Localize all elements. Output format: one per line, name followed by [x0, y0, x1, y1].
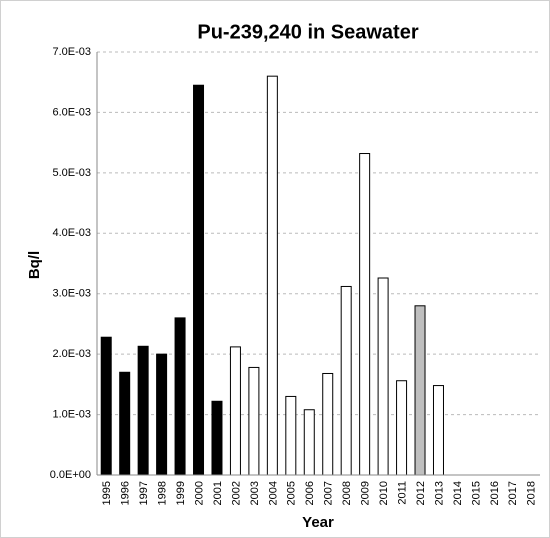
x-tick-label: 2012: [415, 481, 427, 505]
x-tick-label: 2004: [267, 481, 279, 505]
x-tick-label: 1995: [101, 481, 113, 505]
x-tick-label: 2011: [396, 481, 408, 505]
bar: [156, 353, 168, 476]
x-tick-label: 2013: [433, 481, 445, 505]
x-tick-label: 2005: [286, 481, 298, 505]
x-tick-label: 1998: [157, 481, 169, 505]
y-tick-label: 1.0E-03: [52, 408, 91, 420]
x-tick-label: 2000: [193, 481, 205, 505]
bar: [266, 75, 278, 476]
bar: [285, 395, 297, 476]
bar: [100, 336, 112, 476]
bar: [359, 153, 371, 476]
x-tick-label: 2007: [323, 481, 335, 505]
y-tick-label: 7.0E-03: [52, 46, 91, 58]
bar: [193, 84, 205, 476]
bar: [340, 285, 352, 476]
chart-title: Pu-239,240 in Seawater: [197, 21, 418, 43]
x-tick-label: 2001: [212, 481, 224, 505]
x-tick-label: 2014: [452, 481, 464, 505]
y-tick-label: 0.0E+00: [50, 469, 91, 481]
y-axis-title: Bq/l: [26, 251, 43, 279]
x-tick-label: 2008: [341, 481, 353, 505]
x-tick-label: 2003: [249, 481, 261, 505]
x-tick-label: 2009: [360, 481, 372, 505]
bar: [303, 409, 315, 476]
x-tick-label: 2010: [378, 481, 390, 505]
x-tick-label: 1999: [175, 481, 187, 505]
bar: [248, 366, 260, 476]
bar: [432, 385, 444, 476]
bar: [414, 305, 426, 476]
bar: [396, 380, 408, 476]
x-axis-title: Year: [302, 514, 334, 531]
x-tick-label: 2016: [489, 481, 501, 505]
y-tick-label: 2.0E-03: [52, 348, 91, 360]
x-tick-label: 2002: [230, 481, 242, 505]
y-tick-label: 6.0E-03: [52, 106, 91, 118]
y-tick-label: 3.0E-03: [52, 288, 91, 300]
x-tick-label: 2006: [304, 481, 316, 505]
y-tick-label: 4.0E-03: [52, 227, 91, 239]
bar: [119, 371, 131, 476]
bar: [322, 372, 334, 476]
bar: [229, 346, 241, 476]
y-tick-label: 5.0E-03: [52, 167, 91, 179]
bar: [211, 400, 223, 476]
x-tick-label: 2018: [526, 481, 538, 505]
x-tick-label: 2017: [507, 481, 519, 505]
bar: [174, 317, 186, 476]
x-tick-label: 1996: [120, 481, 132, 505]
bar: [377, 277, 389, 476]
x-tick-label: 2015: [470, 481, 482, 505]
bar: [137, 345, 149, 476]
x-tick-label: 1997: [138, 481, 150, 505]
